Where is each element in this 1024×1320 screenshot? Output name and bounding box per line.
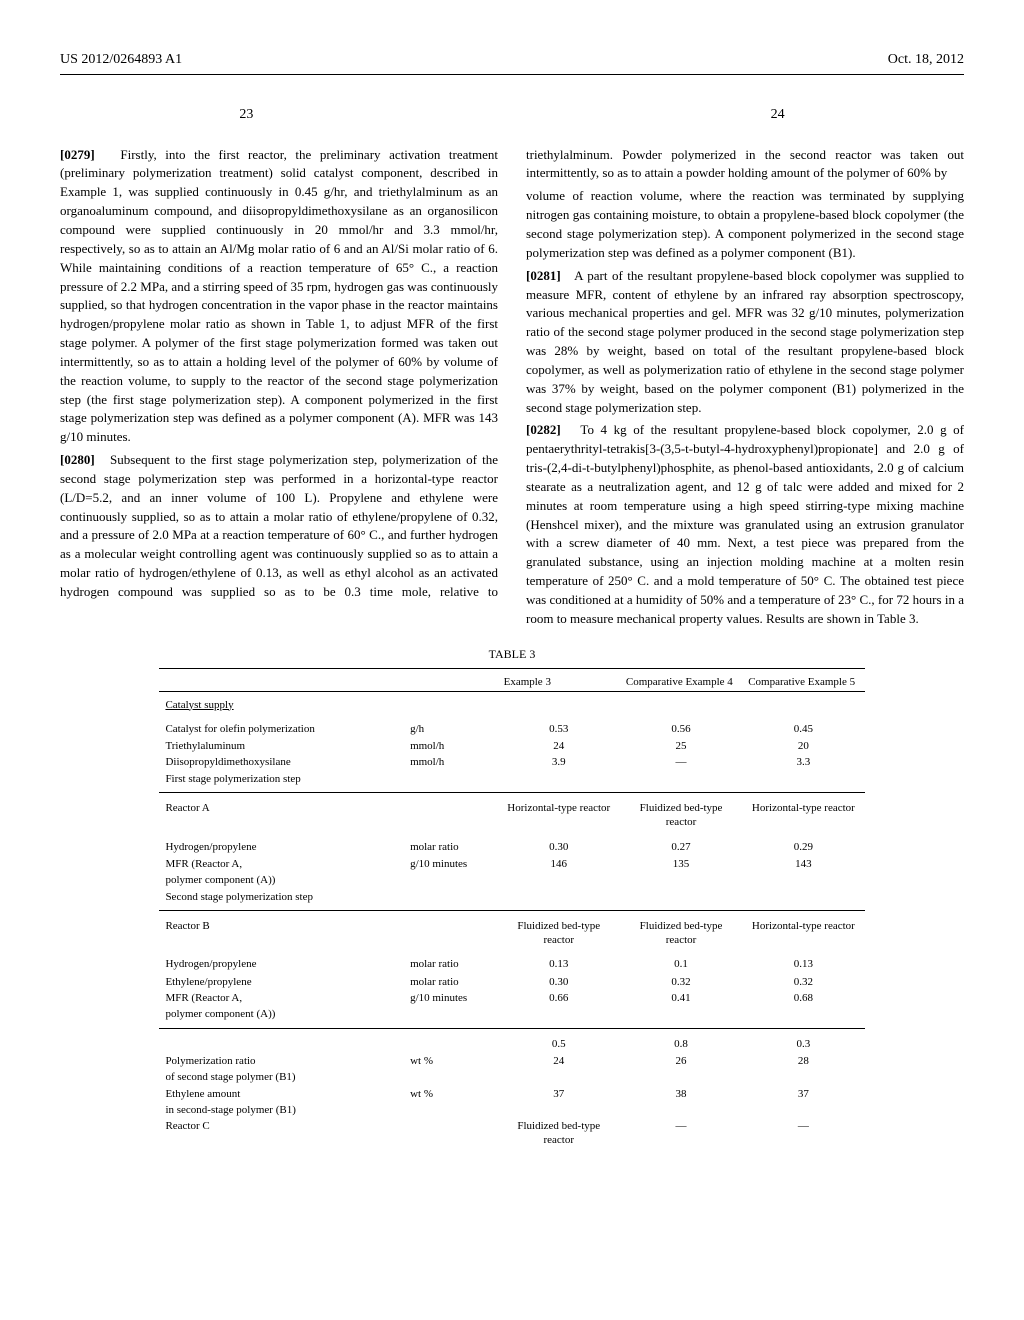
para-text: A part of the resultant propylene-based … — [526, 268, 964, 415]
page-num-left: 23 — [66, 105, 428, 125]
table-row: Diisopropyldimethoxysilanemmol/h3.9—3.3 — [159, 754, 864, 770]
patent-date: Oct. 18, 2012 — [888, 50, 964, 70]
header-rule — [60, 74, 964, 75]
table-row: Triethylaluminummmol/h242520 — [159, 738, 864, 754]
reactor-label: Reactor B — [159, 910, 404, 949]
body-columns: [0279] Firstly, into the first reactor, … — [60, 146, 964, 629]
table-row: Ethylene amountwt %373837 — [159, 1086, 864, 1102]
table-title: TABLE 3 — [60, 647, 964, 663]
table-row: in second-stage polymer (B1) — [159, 1102, 864, 1118]
paragraph-cont: volume of reaction volume, where the rea… — [526, 187, 964, 262]
table-header-row: Example 3 Comparative Example 4 Comparat… — [159, 669, 864, 691]
table-row: polymer component (A)) — [159, 1006, 864, 1028]
table-row: Ethylene/propylenemolar ratio0.300.320.3… — [159, 974, 864, 990]
data-table: Example 3 Comparative Example 4 Comparat… — [159, 668, 864, 1148]
paragraph: [0279] Firstly, into the first reactor, … — [60, 146, 498, 448]
para-number: [0282] — [526, 422, 561, 437]
para-number: [0281] — [526, 268, 561, 283]
table-row: Catalyst for olefin polymerizationg/h0.5… — [159, 714, 864, 738]
para-text: To 4 kg of the resultant propylene-based… — [526, 422, 964, 625]
table-row: MFR (Reactor A,g/10 minutes146135143 — [159, 856, 864, 872]
page-numbers: 23 24 — [60, 105, 964, 125]
paragraph: [0281] A part of the resultant propylene… — [526, 267, 964, 418]
table-row: Reactor AHorizontal-type reactorFluidize… — [159, 793, 864, 832]
table-3: TABLE 3 Example 3 Comparative Example 4 … — [60, 647, 964, 1149]
col-header: Example 3 — [498, 669, 620, 691]
table-row: Reactor CFluidized bed-type reactor—— — [159, 1118, 864, 1149]
col-header: Comparative Example 5 — [742, 669, 864, 691]
table-row: Reactor BFluidized bed-type reactorFluid… — [159, 910, 864, 949]
paragraph: [0282] To 4 kg of the resultant propylen… — [526, 421, 964, 628]
table-row: of second stage polymer (B1) — [159, 1069, 864, 1085]
table-row: First stage polymerization step — [159, 771, 864, 793]
para-text: Firstly, into the first reactor, the pre… — [60, 147, 498, 445]
table-row: Hydrogen/propylenemolar ratio0.300.270.2… — [159, 832, 864, 856]
section-header: Catalyst supply — [165, 699, 233, 711]
table-row: Hydrogen/propylenemolar ratio0.130.10.13 — [159, 949, 864, 973]
table-row: MFR (Reactor A,g/10 minutes0.660.410.68 — [159, 990, 864, 1006]
para-number: [0280] — [60, 452, 95, 467]
page-num-right: 24 — [597, 105, 959, 125]
patent-number: US 2012/0264893 A1 — [60, 50, 182, 70]
table-row: Second stage polymerization step — [159, 889, 864, 911]
page-header: US 2012/0264893 A1 Oct. 18, 2012 — [60, 50, 964, 70]
para-text: volume of reaction volume, where the rea… — [526, 188, 964, 260]
reactor-label: Reactor A — [159, 793, 404, 832]
para-number: [0279] — [60, 147, 95, 162]
table-row: Polymerization ratiowt %242628 — [159, 1053, 864, 1069]
col-header: Comparative Example 4 — [620, 669, 742, 691]
table-row: 0.50.80.3 — [159, 1028, 864, 1053]
table-row: polymer component (A)) — [159, 872, 864, 888]
